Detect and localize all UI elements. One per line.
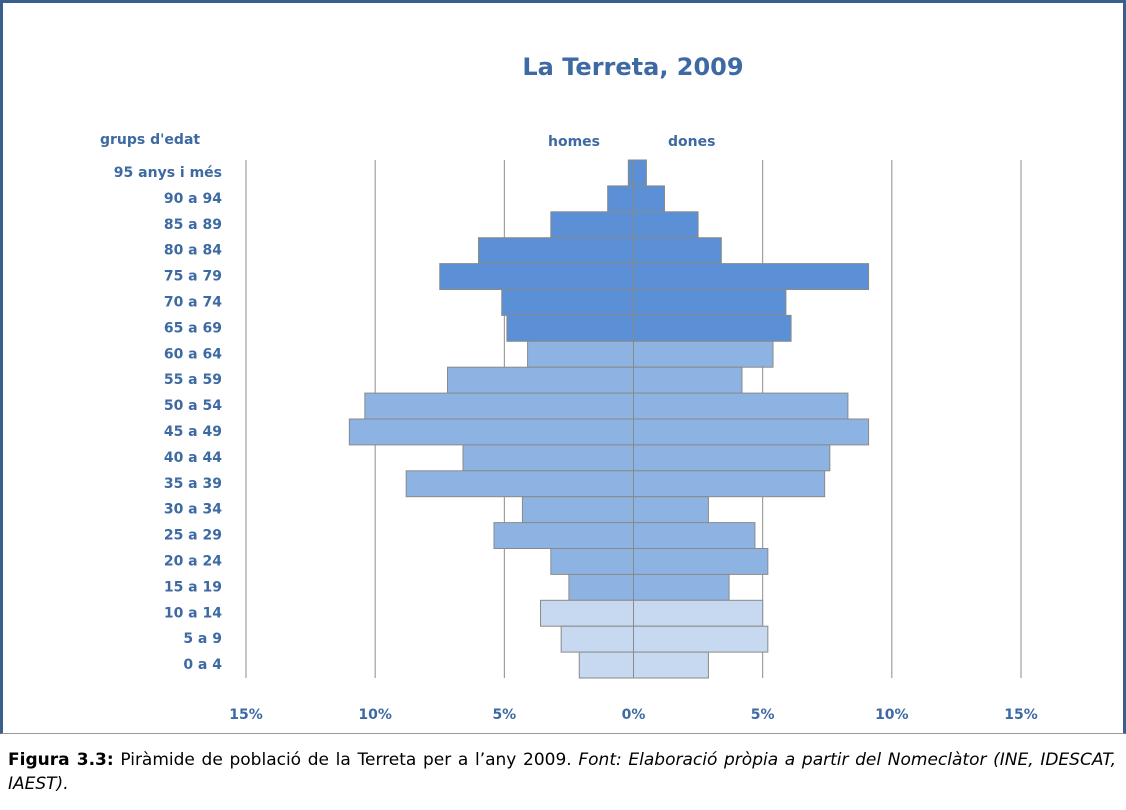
bar [521,496,635,524]
y-tick-label: 35 a 39 [164,476,222,492]
bar [578,651,634,679]
y-tick-label: 55 a 59 [164,372,222,388]
legend-label: dones [668,134,715,150]
bar [633,522,756,549]
y-tick-label: 65 a 69 [164,320,222,336]
bar [633,548,769,575]
bar [405,470,634,498]
y-axis-label: grups d'edat [100,132,200,148]
x-tick-label: 5% [492,707,516,723]
bar [633,625,769,653]
chart: La Terreta, 2009 grups d'edat homes done… [100,53,1038,723]
y-tick-label: 30 a 34 [164,502,222,518]
bar [550,548,634,575]
y-tick-label: 40 a 44 [164,450,222,466]
y-tick-label: 80 a 84 [164,243,222,259]
bar [633,418,870,446]
bar [633,366,743,394]
y-tick-label: 0 a 4 [183,657,222,673]
bar [633,314,792,342]
bar [633,444,831,472]
bar [633,573,730,601]
bar [633,159,647,187]
x-tick-label: 10% [358,707,392,723]
bar [527,340,634,368]
bar [439,263,634,291]
caption-source: Font: Elaboració pròpia a partir del Nom… [8,750,1116,794]
y-tick-label: 60 a 64 [164,346,222,362]
y-tick-label: 95 anys i més [114,165,222,181]
bar [633,211,699,239]
bar [540,599,634,627]
caption-text: Piràmide de població de la Terreta per a… [113,750,579,770]
bar [462,444,634,472]
bar [550,211,634,239]
legend-label: homes [548,134,600,150]
frame [0,0,1126,734]
x-tick-label: 15% [229,707,263,723]
x-tick-label: 10% [875,707,909,723]
bar [478,237,634,265]
y-tick-label: 20 a 24 [164,553,222,569]
bar [633,237,722,265]
x-tick-label: 15% [1004,707,1038,723]
bar [633,496,709,524]
chart-title: La Terreta, 2009 [522,53,743,81]
bar [633,263,870,291]
y-tick-label: 70 a 74 [164,294,222,310]
y-tick-label: 85 a 89 [164,217,222,233]
bar [607,185,635,213]
bar [493,522,634,549]
bar [348,418,634,446]
bar [627,159,634,187]
y-tick-label: 25 a 29 [164,528,222,544]
caption: Figura 3.3: Piràmide de població de la T… [8,748,1116,796]
x-tick-label: 5% [751,707,775,723]
bar [633,470,826,498]
y-tick-label: 10 a 14 [164,605,222,621]
y-tick-label: 75 a 79 [164,269,222,285]
bar [560,625,635,653]
bar [364,392,634,420]
bar [633,651,709,679]
bar [633,289,787,316]
y-tick-label: 90 a 94 [164,191,222,207]
bar [633,599,764,627]
bar [633,185,665,213]
bar [447,366,634,394]
x-tick-label: 0% [622,707,646,723]
bar [568,573,635,601]
y-tick-label: 15 a 19 [164,579,222,595]
y-tick-label: 50 a 54 [164,398,222,414]
y-tick-label: 45 a 49 [164,424,222,440]
bar [506,314,634,342]
bar [633,392,849,420]
bar [633,340,774,368]
caption-label: Figura 3.3: [8,750,114,770]
y-tick-label: 5 a 9 [183,631,222,647]
bar [501,289,634,316]
